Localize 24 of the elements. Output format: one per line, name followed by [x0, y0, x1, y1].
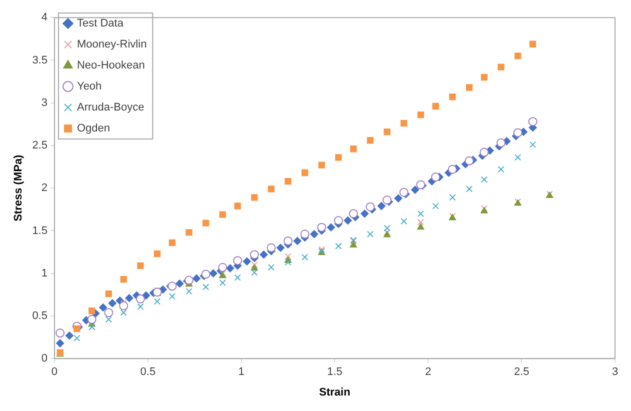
legend-label: Arruda-Boyce	[76, 102, 144, 114]
y-tick-label: 2	[41, 182, 48, 194]
legend-label: Ogden	[76, 122, 110, 135]
x-tick-label: 3	[612, 366, 618, 378]
x-axis-title: Strain	[319, 386, 351, 398]
y-axis-title: Stress (MPa)	[12, 154, 25, 222]
legend-label: Test Data	[76, 18, 124, 30]
x-tick-label: 0	[51, 366, 58, 378]
x-tick-label: 0.5	[140, 366, 156, 378]
y-tick-label: 1	[41, 267, 48, 280]
y-tick-label: 1.5	[32, 224, 48, 237]
x-tick-label: 2	[425, 366, 432, 378]
x-tick-label: 1	[238, 366, 244, 378]
y-tick-label: 4	[41, 12, 48, 24]
legend-label: Mooney-Rivlin	[76, 38, 147, 51]
x-tick-label: 2.5	[514, 366, 530, 378]
y-tick-label: 3	[41, 96, 48, 109]
legend-label: Yeoh	[76, 80, 102, 93]
legend-label: Neo-Hookean	[76, 60, 145, 72]
y-tick-label: 3.5	[32, 54, 48, 66]
y-tick-label: 0	[41, 352, 48, 365]
x-tick-label: 1.5	[327, 366, 342, 378]
y-tick-label: 0.5	[32, 310, 48, 322]
y-tick-label: 2.5	[32, 140, 48, 152]
